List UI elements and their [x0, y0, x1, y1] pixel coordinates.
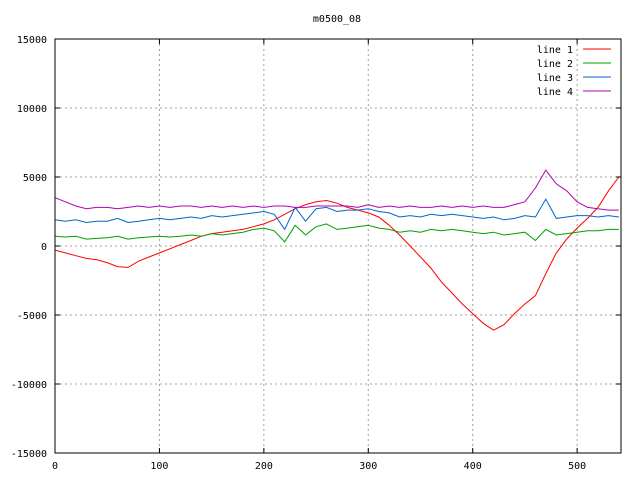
- series-line-2: [54, 223, 619, 243]
- y-tick-label: -10000: [11, 380, 47, 391]
- legend-label-2: line 2: [537, 59, 573, 70]
- y-tick-label: -15000: [11, 449, 47, 460]
- grid-lines: [55, 39, 621, 453]
- legend-label-3: line 3: [537, 73, 573, 84]
- chart-title: m0500_08: [313, 14, 361, 25]
- x-tick-label: 400: [464, 461, 482, 472]
- series-lines: [54, 169, 620, 331]
- series-line-3: [54, 198, 619, 231]
- x-tick-label: 500: [568, 461, 586, 472]
- x-tick-label: 100: [150, 461, 168, 472]
- x-tick-label: 200: [255, 461, 273, 472]
- series-line-1: [54, 176, 620, 331]
- series-line-4: [54, 169, 619, 211]
- legend: line 1 line 2 line 3 line 4: [537, 45, 611, 98]
- y-tick-label: 5000: [23, 173, 47, 184]
- x-tick-label: 0: [52, 461, 58, 472]
- y-tick-label: 0: [41, 242, 47, 253]
- axis-ticks: 0 100 200 300 400 500 -15000 -10000 -5000 0 5000 10…: [11, 35, 621, 472]
- legend-label-1: line 1: [537, 45, 573, 56]
- y-tick-label: 10000: [17, 104, 47, 115]
- x-tick-label: 300: [359, 461, 377, 472]
- y-tick-label: 15000: [17, 35, 47, 46]
- legend-label-4: line 4: [537, 87, 573, 98]
- y-tick-label: -5000: [17, 311, 47, 322]
